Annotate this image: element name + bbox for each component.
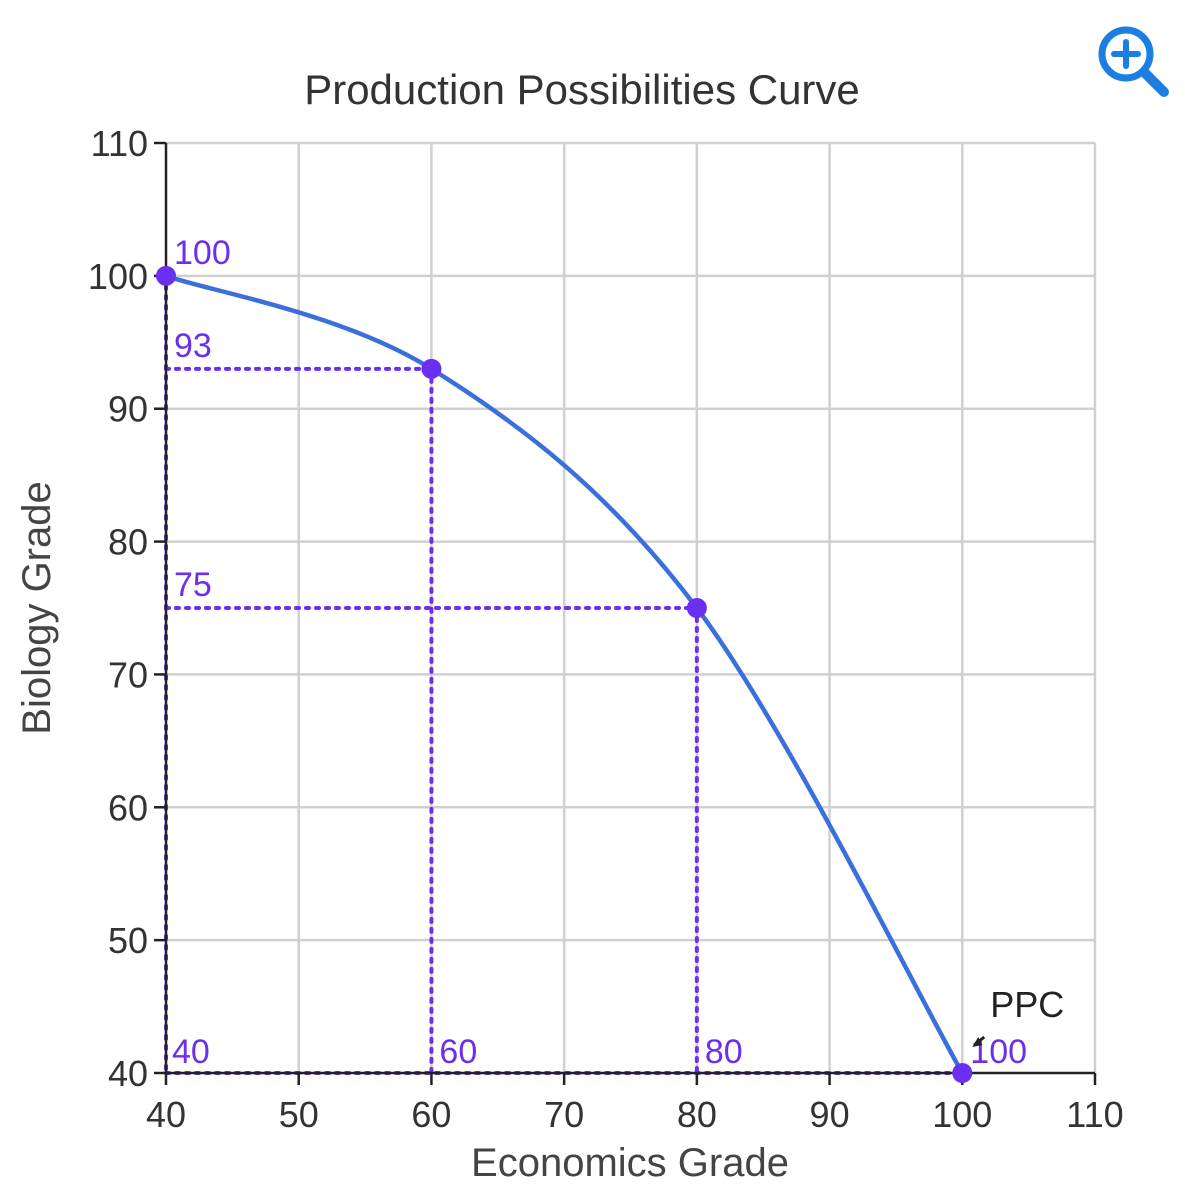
y-tick-label: 40 <box>108 1053 148 1094</box>
x-tick-label: 70 <box>544 1094 584 1135</box>
point-value-label: 75 <box>174 566 212 604</box>
x-axis-label: Economics Grade <box>471 1141 789 1185</box>
y-tick-label: 110 <box>91 123 148 164</box>
ppc-annotation: PPC <box>990 984 1064 1025</box>
point-value-label: 60 <box>439 1033 477 1071</box>
data-points <box>156 265 973 1083</box>
ppc-arrow-head <box>972 1037 983 1047</box>
x-tick-label: 50 <box>279 1094 319 1135</box>
point-value-label: 40 <box>172 1033 210 1071</box>
x-tick-label: 60 <box>411 1094 451 1135</box>
data-point <box>421 358 442 379</box>
zoom-button[interactable] <box>1094 22 1174 102</box>
zoom-in-icon <box>1098 26 1169 97</box>
data-point <box>952 1063 973 1083</box>
y-tick-label: 90 <box>108 389 148 430</box>
x-tick-label: 110 <box>1066 1094 1123 1135</box>
point-value-label: 93 <box>174 327 212 365</box>
x-tick-label: 40 <box>146 1094 186 1135</box>
point-value-label: 100 <box>174 234 231 272</box>
tick-labels: 40 50 60 70 80 90 100 110 40 50 60 70 80 90 100 110 <box>88 123 1124 1135</box>
y-tick-label: 70 <box>108 654 148 695</box>
chart-title: Production Possibilities Curve <box>304 66 860 113</box>
x-tick-label: 80 <box>677 1094 717 1135</box>
x-tick-label: 100 <box>932 1094 992 1135</box>
data-point <box>156 265 176 286</box>
ppc-curve-line <box>163 273 965 1076</box>
y-tick-label: 80 <box>108 522 148 563</box>
y-tick-label: 50 <box>108 920 148 961</box>
grid <box>166 141 1097 1073</box>
axes <box>154 141 1097 1085</box>
y-axis-label: Biology Grade <box>15 481 59 734</box>
x-tick-label: 90 <box>810 1094 850 1135</box>
point-value-label: 80 <box>705 1033 743 1071</box>
y-tick-label: 100 <box>88 256 148 297</box>
y-tick-label: 60 <box>108 787 148 828</box>
data-point <box>686 598 707 618</box>
ppc-curve-group <box>163 273 965 1076</box>
